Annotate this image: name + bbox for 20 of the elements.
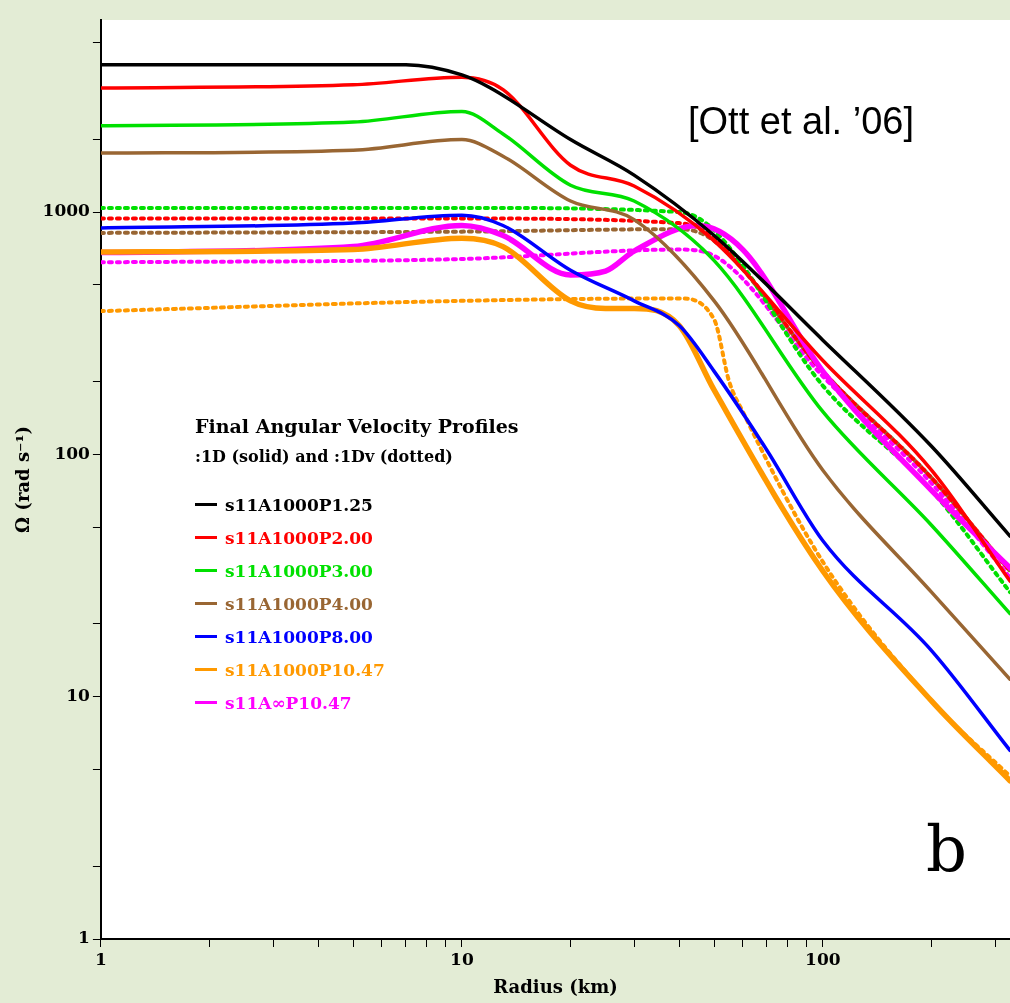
- legend-label: s11A1000P10.47: [224, 658, 386, 682]
- x-tick-label: 1: [94, 948, 107, 969]
- y-tick-label: 10: [66, 685, 91, 706]
- legend-title: Final Angular Velocity Profiles: [195, 415, 519, 437]
- legend-label: s11A∞P10.47: [224, 691, 353, 715]
- y-tick-label: 1: [78, 927, 90, 948]
- x-tick-label: 100: [805, 948, 841, 969]
- x-tick-label: 10: [450, 948, 474, 969]
- legend-label: s11A1000P3.00: [224, 559, 374, 583]
- legend-label: s11A1000P8.00: [224, 625, 374, 649]
- legend-label: s11A1000P4.00: [224, 592, 374, 616]
- y-tick-label: 100: [54, 442, 91, 463]
- legend-label: s11A1000P1.25: [224, 493, 374, 517]
- annotation: :1D (solid) and :1Dv (dotted): [195, 447, 454, 466]
- annotation: [Ott et al. ’06]: [688, 100, 914, 143]
- y-tick-label: 1000: [42, 200, 91, 221]
- y-axis-title: Ω (rad s⁻¹): [12, 426, 34, 533]
- legend-label: s11A1000P2.00: [224, 526, 374, 550]
- x-axis-title: Radius (km): [493, 975, 618, 997]
- annotation: b: [926, 812, 967, 886]
